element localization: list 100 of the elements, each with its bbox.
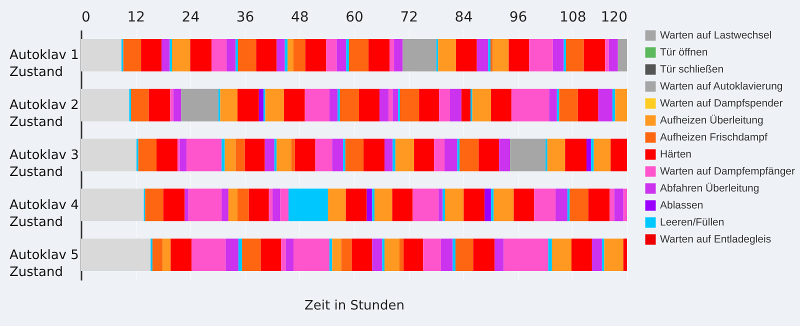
bar xyxy=(472,88,491,122)
bar xyxy=(440,238,453,272)
bar xyxy=(81,138,137,172)
bar xyxy=(329,88,338,122)
bar xyxy=(412,188,439,222)
legend-label: Warten auf Dampfempfänger xyxy=(660,166,796,178)
legend-label: Härten xyxy=(660,148,692,160)
bar xyxy=(434,138,445,172)
bar xyxy=(388,88,393,122)
bar xyxy=(212,38,227,72)
bar xyxy=(379,88,389,122)
bar xyxy=(293,38,306,72)
bar xyxy=(492,38,509,72)
x-tick-label: 120 xyxy=(600,10,628,26)
bar xyxy=(456,38,477,72)
bar xyxy=(304,88,330,122)
bar xyxy=(384,238,400,272)
bar xyxy=(478,138,500,172)
bar xyxy=(148,88,170,122)
x-tick-label: 48 xyxy=(290,10,309,26)
bar xyxy=(610,138,627,172)
x-tick-label: 36 xyxy=(236,10,254,26)
bar xyxy=(604,238,624,272)
bar xyxy=(605,38,609,72)
bar xyxy=(610,188,614,222)
bar xyxy=(455,238,474,272)
bar xyxy=(226,38,236,72)
bar xyxy=(328,188,346,222)
bar xyxy=(584,38,606,72)
bar xyxy=(315,138,332,172)
bar xyxy=(400,238,404,272)
x-axis-title: Zeit in Stunden xyxy=(304,298,405,314)
legend-label: Abfahren Überleitung xyxy=(660,182,760,194)
bar xyxy=(566,38,584,72)
bar xyxy=(578,88,598,122)
y-tick-label: Autoklav 3 Zustand xyxy=(10,148,79,180)
y-tick-label: Autoklav 1 Zustand xyxy=(10,48,79,80)
bar xyxy=(170,238,192,272)
bar xyxy=(220,88,238,122)
legend-label: Aufheizen Überleitung xyxy=(660,114,764,126)
bar xyxy=(529,38,553,72)
legend-label: Leeren/Füllen xyxy=(660,216,724,228)
bar xyxy=(392,88,398,122)
bar xyxy=(332,138,344,172)
legend-label: Aufheizen Frischdampf xyxy=(660,132,768,144)
bar xyxy=(374,188,392,222)
bar xyxy=(352,238,372,272)
bar xyxy=(264,138,274,172)
bar xyxy=(238,238,242,272)
bar xyxy=(152,238,162,272)
bar xyxy=(181,88,218,122)
bar xyxy=(260,238,282,272)
legend-label: Warten auf Dampfspender xyxy=(660,98,784,110)
bar xyxy=(594,138,611,172)
bar xyxy=(588,188,610,222)
bar xyxy=(490,88,512,122)
legend-label: Tür öffnen xyxy=(660,46,708,58)
bar xyxy=(438,188,443,222)
bar xyxy=(244,138,265,172)
x-tick-label: 108 xyxy=(560,10,586,26)
bar xyxy=(156,138,178,172)
bar xyxy=(173,88,182,122)
bar xyxy=(548,238,552,272)
bar xyxy=(511,88,550,122)
bar xyxy=(170,88,174,122)
bar xyxy=(547,138,566,172)
bar xyxy=(372,238,382,272)
bar xyxy=(163,188,185,222)
bar xyxy=(346,38,349,72)
bar xyxy=(490,188,494,222)
bar xyxy=(280,188,288,222)
y-tick-label: Autoklav 4 Zustand xyxy=(10,198,79,230)
bar xyxy=(508,38,530,72)
x-tick-label: 84 xyxy=(454,10,473,26)
bar xyxy=(364,138,384,172)
bar xyxy=(294,138,316,172)
bar xyxy=(81,238,151,272)
bar xyxy=(414,138,434,172)
bar xyxy=(265,88,284,122)
bar xyxy=(444,138,458,172)
bar xyxy=(238,38,256,72)
bar xyxy=(224,138,236,172)
x-tick-label: 72 xyxy=(400,10,418,26)
bar xyxy=(499,138,510,172)
bar xyxy=(473,238,495,272)
bar xyxy=(552,238,572,272)
bar xyxy=(614,188,624,222)
bar xyxy=(329,238,332,272)
bar xyxy=(81,88,130,122)
bar xyxy=(284,88,305,122)
bar xyxy=(184,188,188,222)
legend-label: Tür schließen xyxy=(660,64,724,76)
bar xyxy=(591,138,594,172)
bar xyxy=(281,238,286,272)
bar xyxy=(222,138,225,172)
bar xyxy=(186,138,222,172)
bar xyxy=(145,188,164,222)
bar xyxy=(242,238,261,272)
bar xyxy=(256,38,277,72)
bar xyxy=(623,188,627,222)
